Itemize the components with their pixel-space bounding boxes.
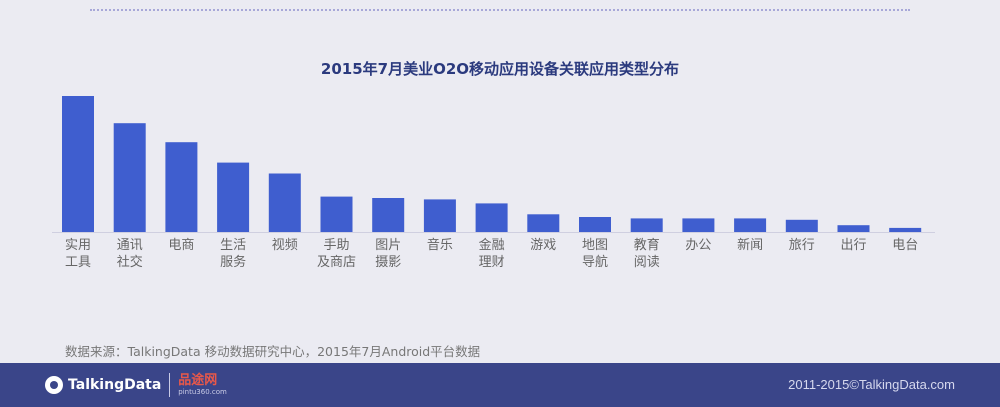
bar bbox=[785, 219, 818, 232]
x-tick-label: 金融理财 bbox=[479, 237, 505, 270]
bar bbox=[62, 96, 94, 232]
x-tick-label: 旅行 bbox=[789, 238, 815, 253]
watermark-main: 品途网 bbox=[178, 373, 218, 388]
x-tick-label: 电台 bbox=[892, 238, 918, 253]
x-tick-label: 办公 bbox=[685, 238, 711, 253]
footer-bar: TalkingData 品途网 pintu360.com 2011-2015©T… bbox=[0, 363, 1000, 407]
x-tick-label: 教育阅读 bbox=[634, 237, 660, 270]
bar bbox=[320, 196, 353, 232]
bar bbox=[630, 218, 663, 232]
copyright-text: 2011-2015©TalkingData.com bbox=[788, 377, 955, 392]
top-divider bbox=[90, 9, 910, 11]
bar bbox=[889, 227, 922, 232]
x-tick-label: 图片摄影 bbox=[375, 238, 401, 270]
watermark-sub: pintu360.com bbox=[178, 388, 227, 396]
x-tick-label: 新闻 bbox=[737, 237, 763, 253]
x-tick-label: 视频 bbox=[272, 238, 298, 253]
logo-divider bbox=[169, 373, 171, 397]
bar bbox=[217, 162, 250, 232]
source-note: 数据来源：TalkingData 移动数据研究中心，2015年7月Android… bbox=[65, 344, 481, 359]
bar bbox=[475, 203, 508, 232]
bar bbox=[372, 198, 405, 232]
x-tick-label: 手助及商店 bbox=[317, 238, 356, 270]
bar bbox=[268, 173, 301, 232]
pintu-watermark: 品途网 pintu360.com bbox=[178, 374, 227, 396]
bar bbox=[527, 214, 560, 232]
logo-text: TalkingData bbox=[68, 377, 162, 393]
x-tick-label: 生活服务 bbox=[220, 238, 246, 270]
bar bbox=[734, 218, 767, 232]
x-tick-label: 地图导航 bbox=[582, 238, 608, 270]
x-tick-label: 电商 bbox=[168, 238, 194, 253]
bar bbox=[423, 199, 456, 232]
x-tick-label: 音乐 bbox=[427, 237, 453, 253]
talkingdata-logo: TalkingData 品途网 pintu360.com bbox=[45, 373, 227, 397]
x-tick-label: 出行 bbox=[840, 238, 866, 253]
chart-title: 2015年7月美业O2O移动应用设备关联应用类型分布 bbox=[320, 60, 680, 78]
bar bbox=[682, 218, 715, 232]
bar bbox=[579, 217, 611, 232]
bar bbox=[113, 123, 146, 232]
x-tick-label: 通讯社交 bbox=[117, 238, 143, 270]
bar bbox=[837, 225, 870, 232]
bar bbox=[165, 142, 198, 232]
x-tick-label: 游戏 bbox=[530, 238, 556, 253]
x-tick-label: 实用工具 bbox=[65, 238, 91, 270]
talkingdata-logo-icon bbox=[45, 376, 63, 394]
